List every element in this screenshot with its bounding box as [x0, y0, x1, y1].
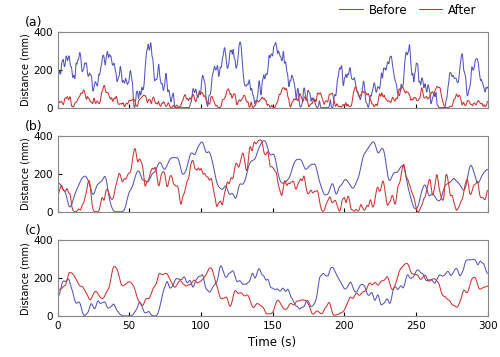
- Line: Before: Before: [58, 42, 488, 107]
- Before: [54, 72, 60, 77]
- Before: [129, 313, 135, 317]
- Line: After: After: [58, 140, 488, 212]
- After: [220, 202, 226, 206]
- After: [129, 97, 135, 102]
- After: [238, 98, 244, 102]
- After: [484, 188, 490, 193]
- After: [430, 277, 436, 281]
- After: [129, 282, 135, 286]
- After: [484, 99, 490, 104]
- After: [220, 97, 226, 102]
- Before: [104, 303, 110, 308]
- Before: [430, 279, 436, 283]
- After: [104, 187, 110, 192]
- After: [476, 190, 482, 195]
- After: [430, 192, 436, 196]
- Before: [476, 180, 482, 184]
- After: [220, 296, 226, 301]
- After: [476, 287, 482, 291]
- Y-axis label: Distance (mm): Distance (mm): [20, 34, 30, 106]
- After: [54, 97, 60, 102]
- Before: [122, 314, 128, 318]
- Before: [238, 46, 244, 50]
- Before: [238, 182, 244, 186]
- Before: [430, 192, 436, 196]
- Before: [484, 85, 490, 89]
- Before: [484, 271, 490, 276]
- Text: (b): (b): [25, 120, 43, 133]
- After: [476, 100, 482, 104]
- After: [129, 159, 135, 164]
- Line: After: After: [58, 85, 488, 107]
- After: [238, 156, 244, 160]
- After: [104, 290, 110, 294]
- Before: [104, 53, 110, 57]
- Before: [173, 105, 179, 110]
- Before: [430, 95, 436, 99]
- After: [238, 291, 244, 295]
- Before: [261, 139, 267, 143]
- Before: [237, 40, 243, 44]
- Before: [104, 179, 110, 183]
- Text: (a): (a): [25, 16, 43, 29]
- After: [430, 90, 436, 95]
- After: [444, 105, 450, 110]
- Before: [220, 56, 226, 60]
- Before: [54, 181, 60, 185]
- After: [257, 138, 263, 142]
- Line: After: After: [58, 263, 488, 315]
- Y-axis label: Distance (mm): Distance (mm): [20, 138, 30, 210]
- After: [332, 313, 338, 317]
- Before: [129, 79, 135, 83]
- Before: [116, 210, 122, 214]
- X-axis label: Time (s): Time (s): [248, 336, 296, 350]
- After: [101, 83, 107, 87]
- Line: Before: Before: [58, 260, 488, 316]
- After: [94, 210, 100, 214]
- After: [54, 288, 60, 292]
- Line: Before: Before: [58, 141, 488, 212]
- Legend: Before, After: Before, After: [334, 0, 482, 21]
- Text: (c): (c): [25, 225, 42, 237]
- Before: [129, 185, 135, 189]
- Before: [476, 71, 482, 75]
- Before: [476, 260, 482, 265]
- Before: [470, 257, 476, 262]
- Before: [220, 267, 226, 271]
- Before: [220, 187, 226, 191]
- After: [54, 194, 60, 198]
- After: [404, 261, 409, 266]
- Before: [484, 167, 490, 172]
- Before: [238, 280, 244, 284]
- After: [484, 284, 490, 288]
- Before: [54, 294, 60, 298]
- After: [104, 90, 110, 95]
- Y-axis label: Distance (mm): Distance (mm): [20, 242, 30, 315]
